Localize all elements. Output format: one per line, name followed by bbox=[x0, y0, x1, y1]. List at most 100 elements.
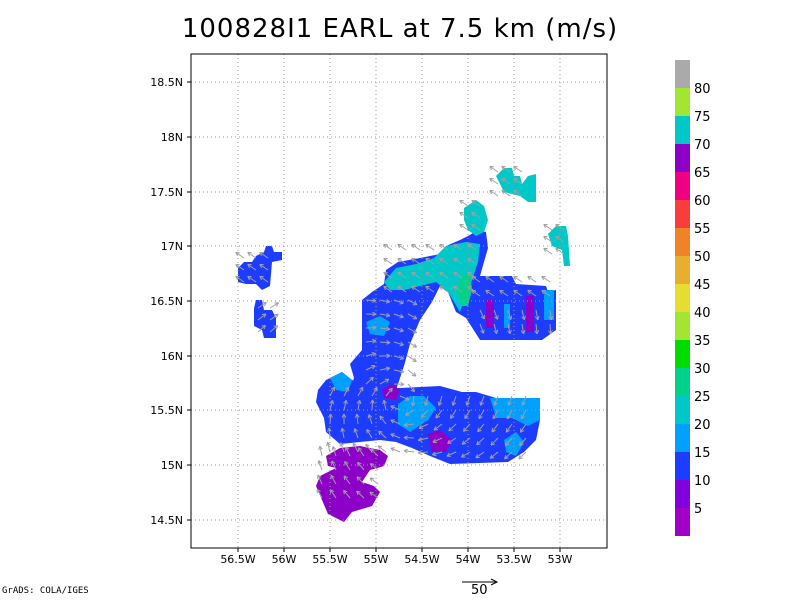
wind-arrow bbox=[490, 437, 499, 446]
colorbar-segment bbox=[675, 256, 690, 284]
wind-arrow bbox=[507, 309, 513, 320]
wind-arrow bbox=[390, 419, 401, 425]
reference-vector bbox=[462, 578, 499, 586]
software-credit: GrADS: COLA/IGES bbox=[2, 586, 89, 596]
wind-arrow bbox=[527, 289, 537, 297]
wind-arrow bbox=[379, 378, 390, 385]
colorbar-label: 40 bbox=[694, 306, 711, 321]
wind-patch-purple-mid bbox=[428, 430, 452, 452]
wind-arrow bbox=[393, 327, 404, 333]
wind-arrow bbox=[379, 299, 391, 304]
wind-arrow bbox=[504, 451, 513, 460]
wind-arrow bbox=[269, 313, 279, 321]
wind-arrow bbox=[343, 386, 350, 397]
lon-tick-label: 55W bbox=[364, 553, 389, 566]
wind-arrow bbox=[365, 338, 377, 344]
map-grid bbox=[191, 54, 607, 548]
colorbar-segment bbox=[675, 340, 690, 368]
wind-arrow bbox=[543, 223, 553, 231]
wind-arrow bbox=[407, 313, 418, 320]
wind-arrow bbox=[555, 235, 565, 243]
wind-arrow bbox=[471, 275, 481, 283]
axis-ticks: 56.5W 56W 55.5W 55W 54.5W 54W 53.5W 53W 18.5N 18N… bbox=[150, 76, 572, 566]
wind-arrow bbox=[370, 448, 379, 457]
wind-arrow bbox=[459, 211, 469, 219]
wind-arrow bbox=[383, 243, 393, 251]
wind-arrow bbox=[354, 413, 360, 425]
wind-arrow bbox=[393, 381, 405, 387]
wind-patch-lightblue-south bbox=[504, 432, 524, 456]
lat-tick-label: 15N bbox=[161, 459, 183, 472]
wind-streak-4 bbox=[544, 290, 554, 320]
wind-arrow bbox=[555, 247, 565, 255]
lat-tick-label: 18.5N bbox=[150, 76, 183, 89]
wind-arrow bbox=[340, 427, 345, 439]
wind-arrow bbox=[507, 323, 512, 335]
colorbar-segment bbox=[675, 144, 690, 172]
wind-arrow bbox=[366, 428, 373, 439]
wind-arrow bbox=[425, 257, 435, 265]
wind-arrow bbox=[520, 323, 526, 335]
wind-arrow bbox=[318, 445, 323, 457]
wind-arrow bbox=[453, 243, 463, 251]
lat-tick-label: 17N bbox=[161, 240, 183, 253]
colorbar-segment bbox=[675, 200, 690, 228]
wind-arrow bbox=[365, 325, 377, 331]
wind-arrow bbox=[439, 271, 449, 279]
wind-arrow bbox=[344, 461, 351, 471]
wind-arrow bbox=[330, 474, 337, 485]
wind-arrow bbox=[555, 223, 565, 231]
wind-arrow bbox=[259, 263, 269, 271]
wind-arrow bbox=[353, 428, 359, 439]
lon-tick-label: 56.5W bbox=[220, 553, 255, 566]
wind-arrow bbox=[471, 289, 481, 297]
wind-arrow bbox=[534, 309, 540, 321]
wind-arrow bbox=[331, 460, 337, 471]
wind-arrow bbox=[432, 437, 443, 443]
wind-arrow bbox=[390, 447, 401, 453]
wind-arrow bbox=[459, 223, 469, 231]
colorbar-segment bbox=[675, 88, 690, 116]
wind-vector-field bbox=[235, 165, 565, 499]
wind-arrow bbox=[316, 488, 323, 499]
wind-arrow bbox=[257, 313, 267, 321]
wind-arrow bbox=[327, 427, 332, 439]
wind-arrow bbox=[377, 445, 387, 453]
lat-tick-label: 16.5N bbox=[150, 295, 183, 308]
wind-speed-field bbox=[238, 168, 570, 522]
wind-patch-west-small bbox=[254, 300, 276, 338]
wind-arrow bbox=[548, 323, 553, 335]
wind-arrow bbox=[382, 399, 387, 411]
lon-tick-label: 56W bbox=[272, 553, 297, 566]
wind-arrow bbox=[365, 311, 377, 317]
wind-arrow bbox=[506, 409, 513, 420]
wind-arrow bbox=[548, 309, 554, 321]
lat-tick-label: 15.5N bbox=[150, 404, 183, 417]
colorbar-label: 65 bbox=[694, 166, 711, 181]
wind-arrow bbox=[371, 387, 378, 397]
wind-arrow bbox=[461, 437, 471, 445]
wind-arrow bbox=[357, 386, 364, 397]
wind-arrow bbox=[269, 325, 279, 333]
lat-tick-label: 16N bbox=[161, 350, 183, 363]
colorbar-label: 35 bbox=[694, 334, 711, 349]
wind-arrow bbox=[407, 299, 418, 306]
wind-arrow bbox=[367, 414, 373, 425]
wind-arrow bbox=[397, 243, 407, 251]
wind-arrow bbox=[259, 275, 269, 283]
wind-streak-2 bbox=[526, 296, 534, 332]
wind-arrow bbox=[343, 489, 351, 499]
wind-streak-1 bbox=[486, 300, 494, 328]
wind-arrow bbox=[491, 423, 499, 433]
reference-vector-label: 50 bbox=[471, 583, 488, 598]
wind-arrow bbox=[476, 437, 485, 446]
wind-arrow bbox=[475, 451, 485, 459]
wind-arrow bbox=[527, 275, 537, 283]
wind-arrow bbox=[379, 366, 391, 372]
wind-arrow bbox=[365, 364, 376, 371]
wind-arrow bbox=[247, 263, 257, 271]
wind-arrow bbox=[356, 399, 362, 411]
wind-arrow bbox=[543, 235, 553, 243]
wind-arrow bbox=[447, 437, 457, 444]
colorbar-label: 55 bbox=[694, 222, 711, 237]
